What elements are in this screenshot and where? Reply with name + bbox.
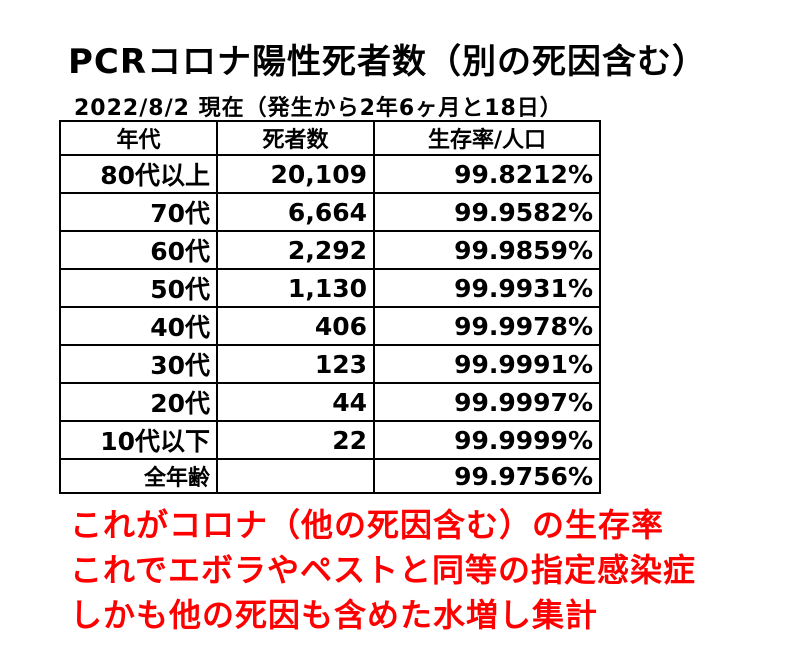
table-row: 40代 406 99.9978% [59,306,601,346]
survival-cell: 99.9999% [373,420,601,460]
age-cell: 80代以上 [59,154,218,194]
survival-cell: 99.9582% [373,192,601,232]
age-cell: 30代 [59,344,218,384]
age-cell: 10代以下 [59,420,218,460]
table-total-row: 全年齢 99.9756% [59,458,601,494]
survival-cell: 99.9991% [373,344,601,384]
note-line: これでエボラやペストと同等の指定感染症 [70,551,697,589]
survival-rate-table: 年代 死者数 生存率/人口 80代以上 20,109 99.8212% 70代 … [59,120,601,494]
deaths-cell: 1,130 [216,268,375,308]
header-age: 年代 [59,120,218,156]
page-subtitle: 2022/8/2 現在（発生から2年6ヶ月と18日） [74,96,563,121]
note-line: これがコロナ（他の死因含む）の生存率 [70,506,665,544]
table-row: 10代以下 22 99.9999% [59,420,601,460]
deaths-cell: 22 [216,420,375,460]
table-row: 20代 44 99.9997% [59,382,601,422]
survival-cell: 99.9859% [373,230,601,270]
age-cell: 70代 [59,192,218,232]
page-title: PCRコロナ陽性死者数（別の死因含む） [68,42,708,82]
header-survival: 生存率/人口 [373,120,601,156]
total-survival-cell: 99.9756% [373,458,601,494]
deaths-cell: 6,664 [216,192,375,232]
header-deaths: 死者数 [216,120,375,156]
commentary-notes: これがコロナ（他の死因含む）の生存率 これでエボラやペストと同等の指定感染症 し… [70,503,696,638]
note-line: しかも他の死因も含めた水増し集計 [70,596,599,634]
survival-cell: 99.9997% [373,382,601,422]
table-row: 30代 123 99.9991% [59,344,601,384]
table-row: 60代 2,292 99.9859% [59,230,601,270]
age-cell: 60代 [59,230,218,270]
age-cell: 40代 [59,306,218,346]
deaths-cell: 20,109 [216,154,375,194]
table-row: 80代以上 20,109 99.8212% [59,154,601,194]
age-cell: 50代 [59,268,218,308]
survival-cell: 99.9978% [373,306,601,346]
survival-cell: 99.8212% [373,154,601,194]
survival-cell: 99.9931% [373,268,601,308]
deaths-cell: 123 [216,344,375,384]
deaths-cell: 2,292 [216,230,375,270]
table-row: 50代 1,130 99.9931% [59,268,601,308]
deaths-cell: 44 [216,382,375,422]
table-header-row: 年代 死者数 生存率/人口 [59,120,601,156]
total-deaths-cell [216,458,375,494]
deaths-cell: 406 [216,306,375,346]
total-age-cell: 全年齢 [59,458,218,494]
table-row: 70代 6,664 99.9582% [59,192,601,232]
age-cell: 20代 [59,382,218,422]
